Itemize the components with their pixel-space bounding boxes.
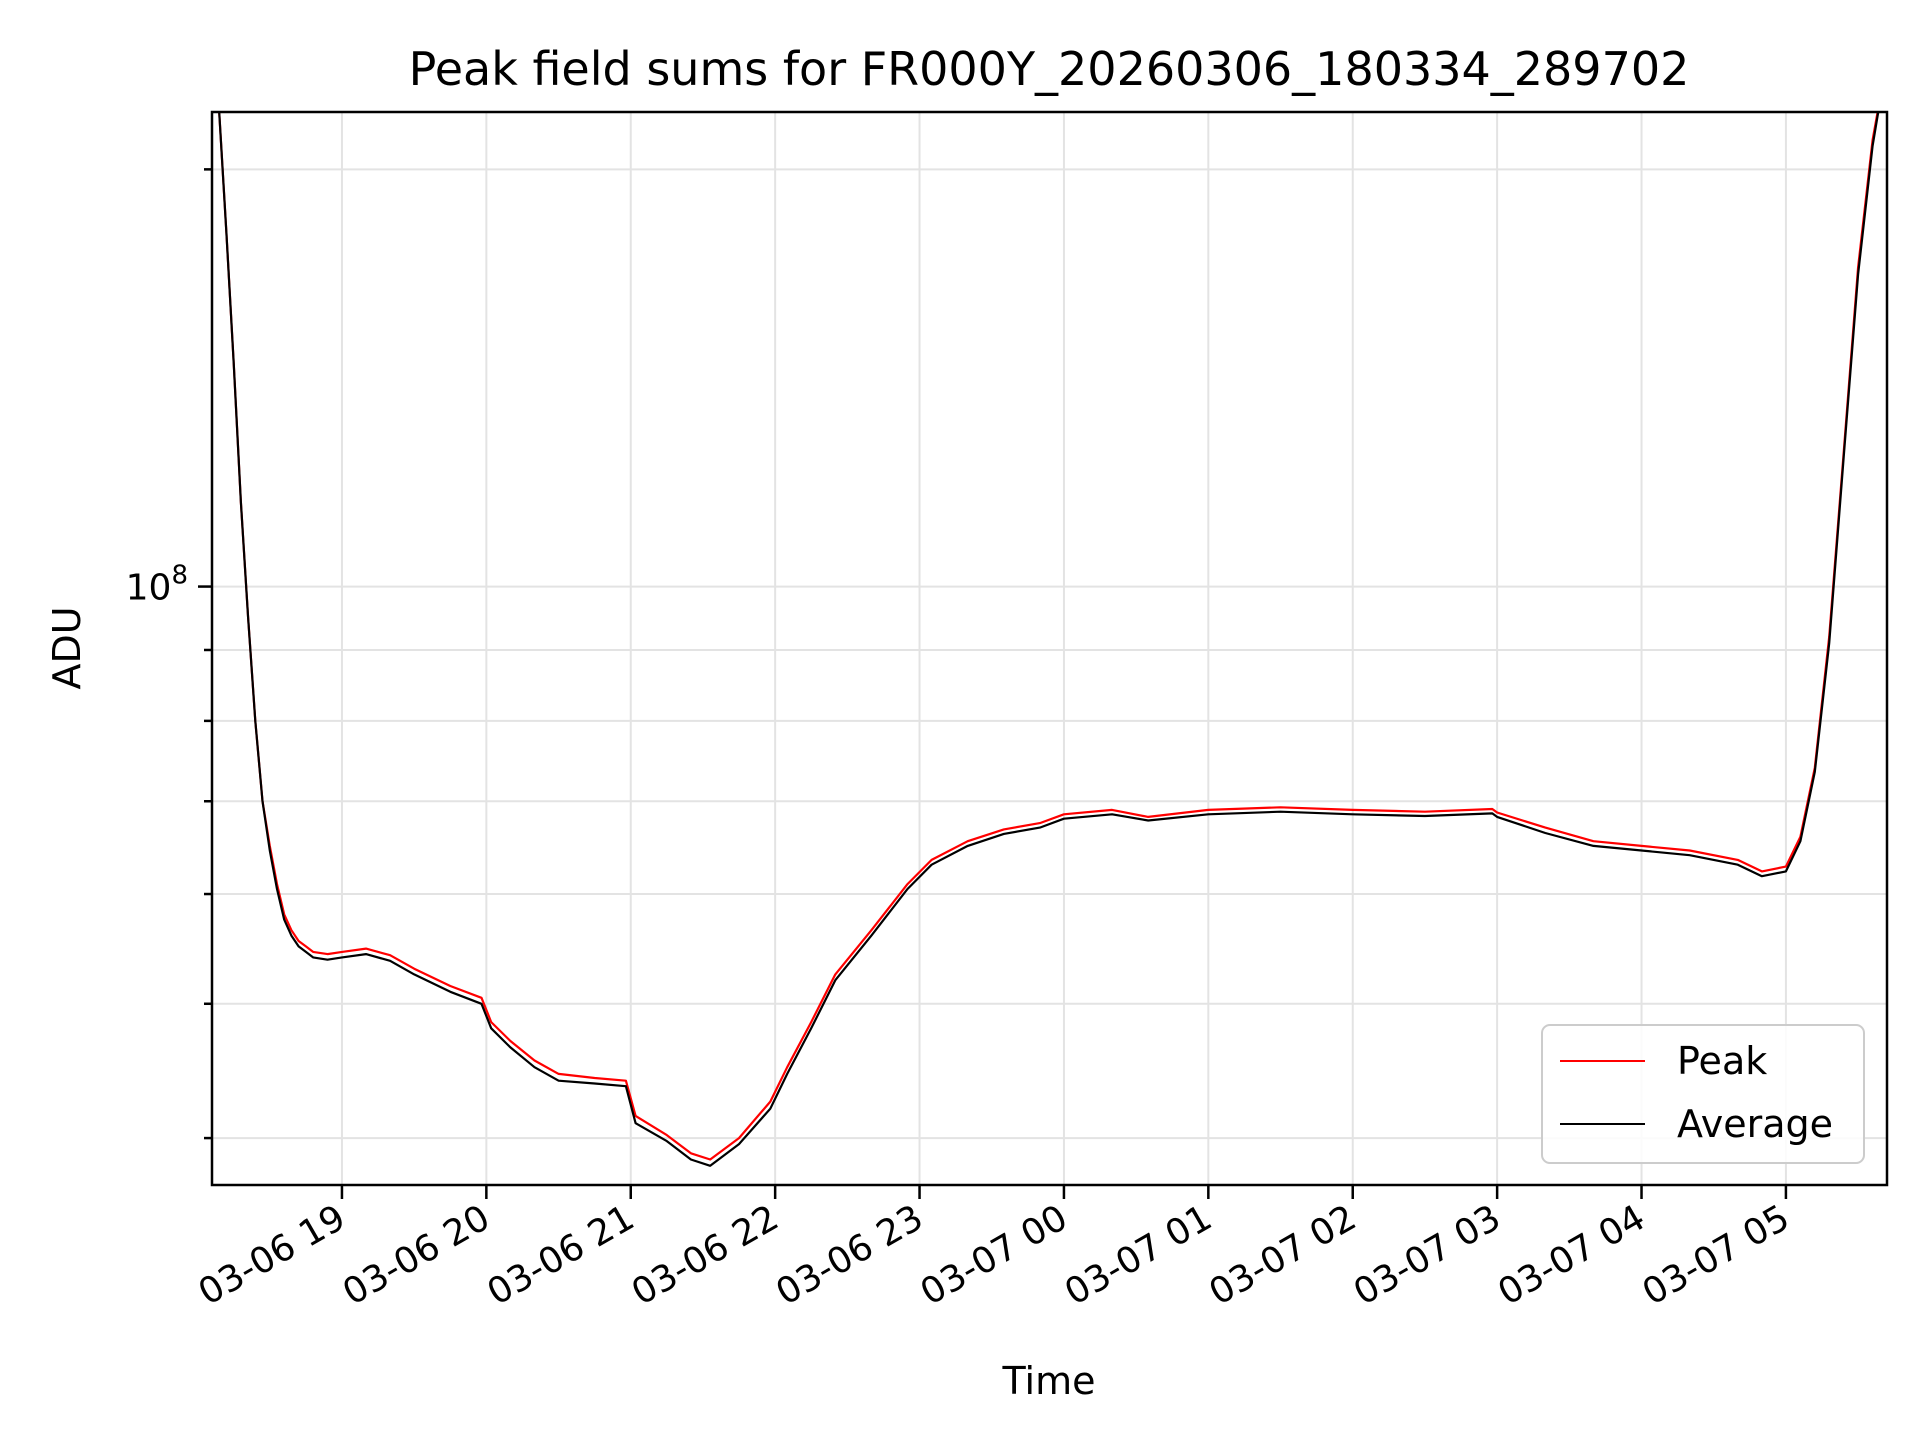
legend: Peak Average [1541, 1024, 1865, 1164]
legend-label-peak: Peak [1677, 1039, 1767, 1083]
y-tick-label: 108 [126, 561, 188, 609]
plot-frame [210, 110, 1889, 1187]
series-line-average [218, 112, 1880, 1167]
grid [212, 112, 1887, 1185]
series-line-peak [218, 112, 1879, 1161]
y-axis-label: ADU [45, 606, 89, 689]
legend-label-average: Average [1677, 1102, 1833, 1146]
legend-box [1541, 1024, 1865, 1164]
series-layer [218, 112, 1880, 1167]
x-axis-label: Time [1002, 1359, 1096, 1403]
chart-title: Peak field sums for FR000Y_20260306_1803… [409, 42, 1690, 96]
